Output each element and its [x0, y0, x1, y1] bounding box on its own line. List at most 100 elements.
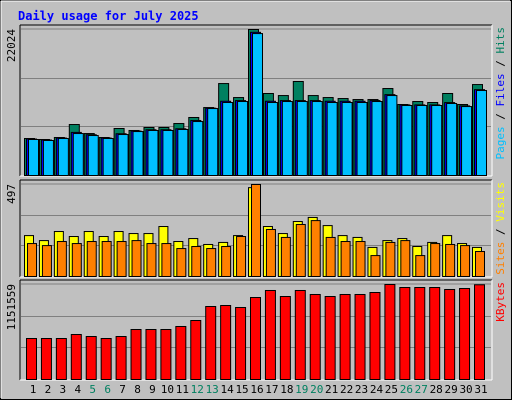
- bar: [311, 101, 323, 176]
- bar: [445, 243, 456, 278]
- y-tick-label: 22024: [5, 29, 18, 62]
- chart-title: Daily usage for July 2025: [18, 9, 199, 23]
- bar: [295, 223, 306, 277]
- legend-separator: /: [494, 107, 507, 127]
- bar: [476, 90, 487, 176]
- bar: [266, 102, 278, 176]
- bar: [296, 101, 308, 176]
- legend-entry: KBytes: [494, 282, 507, 322]
- x-tick-label: 14: [221, 383, 235, 396]
- bar: [475, 251, 485, 277]
- bar: [222, 102, 234, 176]
- x-tick-label: 27: [415, 383, 428, 396]
- x-tick-label: 31: [474, 383, 487, 396]
- bar: [444, 288, 456, 381]
- bar: [42, 139, 54, 176]
- x-tick-label: 3: [60, 383, 67, 396]
- bar: [26, 337, 37, 380]
- bar: [191, 246, 202, 277]
- bar: [147, 129, 159, 176]
- bar: [206, 248, 217, 278]
- bar: [340, 241, 351, 277]
- bar: [369, 291, 381, 380]
- bar: [341, 102, 353, 176]
- bar: [236, 236, 247, 277]
- bar: [474, 284, 485, 380]
- bar: [461, 106, 473, 176]
- bar: [251, 184, 261, 277]
- bar: [101, 241, 112, 277]
- bar: [310, 220, 321, 277]
- x-tick-label: 8: [134, 383, 141, 396]
- legend-entry: Hits: [494, 27, 507, 54]
- x-tick-label: 12: [191, 383, 204, 396]
- legend-entry: Visits: [494, 182, 507, 222]
- legend-entry: Sites: [494, 242, 507, 275]
- bar: [146, 243, 157, 278]
- x-tick-label: 19: [295, 383, 308, 396]
- bar: [160, 328, 172, 381]
- bar: [446, 103, 458, 176]
- bar: [102, 138, 114, 176]
- bar: [56, 241, 67, 277]
- x-tick-label: 11: [176, 383, 189, 396]
- bar: [192, 121, 204, 176]
- legend: Sites / Visits: [494, 182, 507, 275]
- bar: [384, 284, 396, 380]
- bar: [70, 333, 82, 380]
- x-tick-label: 22: [340, 383, 353, 396]
- bar: [385, 241, 396, 277]
- x-tick-label: 17: [265, 383, 278, 396]
- bar: [27, 243, 37, 278]
- bar: [279, 295, 291, 380]
- x-tick-label: 23: [355, 383, 368, 396]
- bar: [221, 246, 232, 277]
- bar: [40, 337, 52, 380]
- x-tick-label: 25: [385, 383, 398, 396]
- bar: [265, 228, 276, 277]
- x-tick-label: 20: [310, 383, 323, 396]
- bar: [326, 102, 338, 176]
- bar: [460, 245, 471, 277]
- bar: [294, 289, 306, 380]
- legend: KBytes: [494, 282, 507, 322]
- x-tick-label: 7: [119, 383, 126, 396]
- bar: [264, 289, 276, 380]
- bar: [324, 295, 336, 380]
- y-tick-label: 497: [5, 184, 18, 204]
- bar: [57, 138, 69, 176]
- bar: [85, 336, 97, 380]
- x-tick-label: 24: [370, 383, 384, 396]
- x-tick-label: 28: [430, 383, 443, 396]
- bar: [459, 287, 471, 380]
- bar: [161, 243, 172, 278]
- x-tick-label: 1: [30, 383, 37, 396]
- bar: [416, 104, 428, 176]
- bar: [190, 319, 202, 381]
- x-tick-label: 13: [206, 383, 219, 396]
- bar: [415, 255, 426, 277]
- bar: [117, 134, 129, 177]
- x-tick-label: 21: [325, 383, 338, 396]
- bar: [325, 236, 336, 277]
- bar: [55, 337, 67, 380]
- x-tick-label: 6: [104, 383, 111, 396]
- bar: [252, 33, 263, 177]
- bar: [354, 293, 366, 380]
- x-tick-label: 2: [45, 383, 52, 396]
- bar: [401, 104, 413, 176]
- bar: [132, 131, 144, 177]
- bar: [87, 135, 99, 176]
- legend-entry: Pages: [494, 126, 507, 159]
- x-tick-label: 5: [89, 383, 96, 396]
- bar: [145, 328, 157, 381]
- bar: [130, 328, 142, 381]
- bar: [429, 286, 441, 381]
- bar: [280, 236, 291, 277]
- bar: [356, 102, 368, 176]
- x-tick-label: 16: [250, 383, 263, 396]
- x-tick-label: 29: [445, 383, 458, 396]
- bar: [176, 248, 187, 278]
- bar: [400, 240, 411, 277]
